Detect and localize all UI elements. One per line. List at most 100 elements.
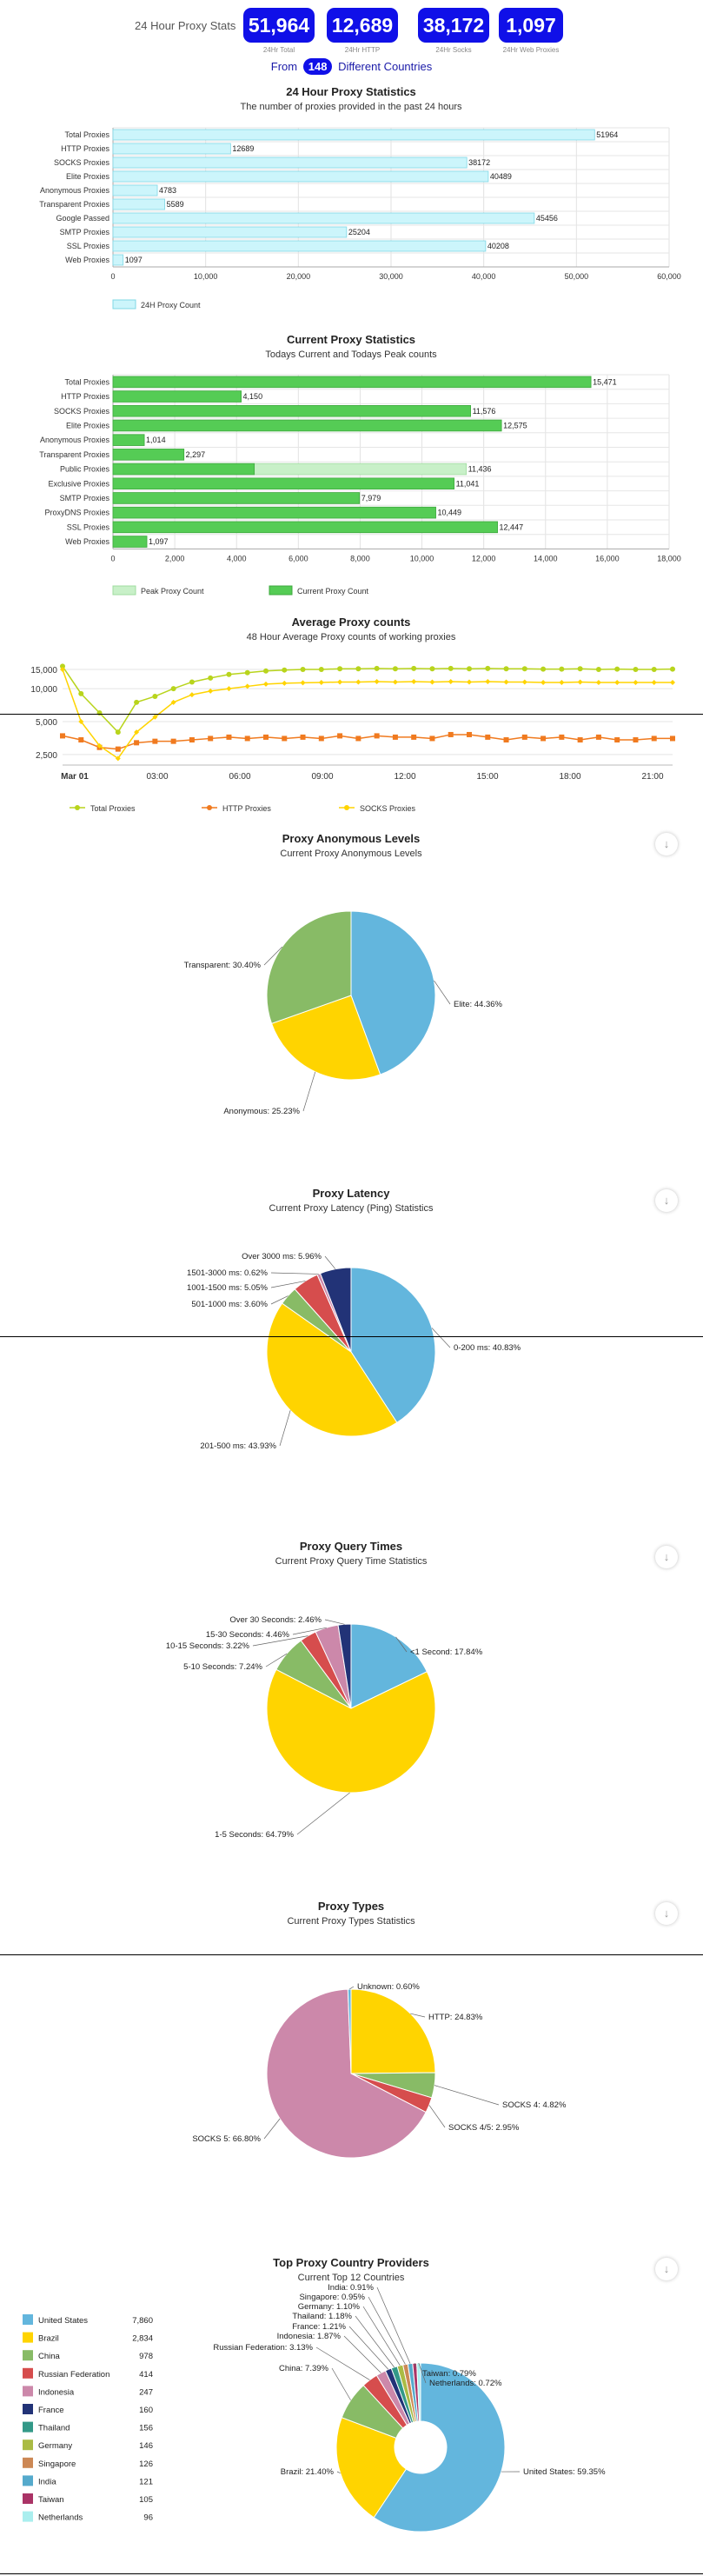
x-tick-label: 12:00 [394, 772, 415, 782]
legend-swatch [23, 2404, 33, 2414]
data-point [503, 666, 509, 672]
slice-label: Netherlands: 0.72% [429, 2379, 502, 2388]
x-tick-label: 0 [110, 554, 115, 562]
slice-label: 1001-1500 ms: 5.05% [187, 1283, 269, 1293]
category-label: SOCKS Proxies [54, 407, 110, 416]
data-label: 40489 [490, 172, 512, 181]
slice-label: 201-500 ms: 43.93% [200, 1441, 276, 1451]
legend-label: SOCKS Proxies [360, 804, 416, 813]
data-point [282, 667, 288, 673]
category-label: Transparent Proxies [39, 450, 109, 459]
bar [112, 226, 348, 238]
slice-label: Anonymous: 25.23% [223, 1107, 300, 1116]
data-point [485, 665, 491, 671]
legend-label: Russian Federation [38, 2370, 109, 2380]
pie-slice [335, 2417, 408, 2519]
chart-subtitle: Current Proxy Query Time Statistics [275, 1556, 428, 1567]
data-point [152, 714, 158, 720]
legend-count: 96 [143, 2513, 153, 2523]
data-point [263, 734, 269, 740]
pie-slice [270, 995, 381, 1081]
leader-line [270, 1272, 319, 1275]
y-tick-label: 5,000 [36, 718, 57, 728]
y-tick-label: 15,000 [30, 666, 57, 676]
x-tick-label: 8,000 [350, 554, 370, 562]
legend-label: Brazil [38, 2334, 59, 2344]
bar [112, 506, 436, 519]
data-point [392, 679, 398, 685]
bar [112, 463, 255, 476]
export-menu-button[interactable]: ↓ [655, 1546, 678, 1568]
export-menu-button[interactable]: ↓ [655, 2258, 678, 2280]
data-point [467, 666, 472, 672]
data-point [337, 733, 343, 739]
legend-count: 156 [139, 2424, 153, 2433]
slice-label: <1 Second: 17.84% [410, 1647, 483, 1657]
bar [112, 198, 166, 210]
data-point [503, 679, 509, 685]
leader-line [368, 2296, 406, 2365]
stat-total-value: 51,964 [243, 8, 315, 43]
bar [112, 434, 145, 446]
data-point [318, 736, 324, 742]
x-tick-label: 14,000 [534, 554, 558, 562]
chart-title: Top Proxy Country Providers [273, 2256, 429, 2269]
data-point [670, 666, 675, 672]
data-label: 12,575 [503, 421, 527, 429]
slice-label: Thailand: 1.18% [292, 2312, 352, 2321]
data-point [541, 736, 547, 742]
data-point [374, 733, 380, 739]
x-tick-label: 12,000 [472, 554, 496, 562]
data-point [170, 686, 176, 692]
legend-label: Indonesia [38, 2387, 75, 2397]
x-tick-label: 10,000 [410, 554, 434, 562]
x-tick-label: 18,000 [657, 554, 681, 562]
data-point [521, 666, 527, 672]
x-tick-label: 16,000 [595, 554, 620, 562]
slice-label: SOCKS 5: 66.80% [192, 2134, 261, 2144]
data-point [448, 731, 454, 737]
data-point [651, 736, 657, 742]
data-point [541, 666, 547, 672]
data-point [152, 738, 158, 744]
bar [112, 143, 231, 155]
pie-slice [319, 1267, 352, 1353]
data-label: 4783 [159, 186, 176, 195]
data-point [337, 666, 343, 672]
data-point [541, 679, 547, 685]
stat-http: 12,689 24Hr HTTP [327, 8, 398, 54]
chart-subtitle: Current Proxy Latency (Ping) Statistics [269, 1203, 434, 1214]
legend-label: Peak Proxy Count [141, 587, 204, 596]
legend-swatch [23, 2332, 33, 2343]
data-point [189, 679, 195, 685]
data-point [78, 718, 84, 724]
y-tick-label: 10,000 [30, 685, 57, 695]
data-point [614, 666, 620, 672]
data-point [521, 734, 527, 740]
category-label: SSL Proxies [67, 242, 110, 250]
series-line [62, 669, 673, 760]
bar [112, 254, 124, 266]
data-label: 10,449 [438, 509, 462, 517]
data-point [96, 710, 103, 716]
legend-swatch [269, 585, 293, 596]
leader-line [376, 2286, 411, 2364]
data-label: 1,014 [146, 436, 166, 444]
export-menu-button[interactable]: ↓ [655, 1189, 678, 1212]
data-point [448, 665, 454, 671]
data-point [115, 746, 121, 752]
category-label: SSL Proxies [67, 523, 110, 531]
bar [112, 170, 489, 183]
export-menu-button[interactable]: ↓ [655, 833, 678, 855]
export-menu-button[interactable]: ↓ [655, 1902, 678, 1925]
stat-socks: 38,172 24Hr Socks [418, 8, 489, 54]
slice-label: France: 1.21% [292, 2322, 346, 2332]
data-point [467, 731, 472, 737]
data-point [244, 669, 250, 676]
data-point [448, 678, 454, 684]
leader-line [279, 1410, 291, 1447]
divider-line [0, 714, 703, 715]
category-label: SMTP Proxies [60, 228, 110, 236]
data-point [263, 681, 269, 687]
leader-line [434, 2085, 500, 2106]
